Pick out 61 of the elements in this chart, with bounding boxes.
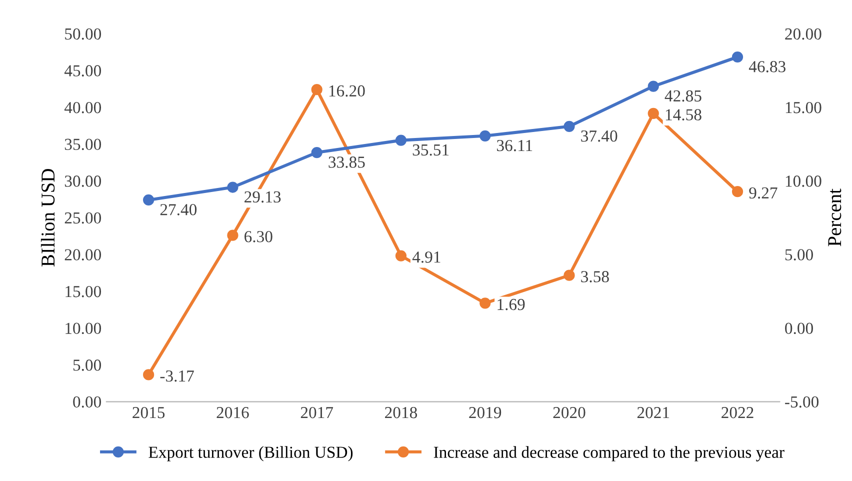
point	[143, 194, 154, 206]
point	[732, 51, 744, 63]
data-label: 6.30	[244, 231, 272, 242]
y-tick-label: 25.00	[64, 212, 102, 224]
point	[227, 182, 238, 193]
x-tick-label: 2021	[637, 406, 670, 418]
data-label: 16.20	[329, 85, 365, 97]
legend-label: Increase and decrease compared to the previous year	[434, 446, 784, 462]
x-tick-label: 2015	[132, 406, 165, 418]
point	[395, 134, 407, 146]
y-tick-label: 20.00	[64, 249, 102, 260]
legend-label: Export turnover (Billion USD)	[148, 446, 353, 462]
x-tick-label: 2016	[216, 406, 249, 418]
x-tick-label: 2018	[385, 406, 418, 418]
data-label: -3.17	[160, 370, 194, 382]
y2-tick-label: 20.00	[785, 28, 822, 40]
point	[564, 270, 575, 281]
point	[395, 250, 407, 262]
data-label: 42.85	[664, 90, 702, 102]
y2-tick-label: -5.00	[785, 396, 819, 408]
point	[311, 146, 322, 158]
point	[648, 108, 659, 119]
data-label: 3.58	[581, 271, 609, 282]
data-label: 36.11	[497, 140, 532, 152]
y-tick-label: 0.00	[73, 396, 102, 408]
data-label: 33.85	[328, 156, 365, 168]
x-tick-label: 2020	[553, 406, 586, 418]
data-label: 29.13	[244, 191, 281, 203]
data-label: 27.40	[160, 204, 197, 216]
data-label: 9.27	[749, 187, 778, 199]
y2-tick-label: 10.00	[786, 176, 822, 187]
x-tick-label: 2017	[300, 406, 334, 418]
y-tick-label: 30.00	[64, 176, 102, 187]
point	[143, 369, 154, 380]
y2-tick-label: 5.00	[785, 249, 813, 260]
point	[564, 120, 575, 132]
y2-axis-title: Percent	[828, 188, 842, 246]
y-tick-label: 5.00	[73, 360, 102, 371]
data-label: 35.51	[412, 144, 449, 156]
y-tick-label: 40.00	[64, 102, 102, 114]
x-tick-label: 2019	[469, 406, 502, 418]
data-label: 14.58	[666, 109, 702, 120]
data-label: 4.91	[412, 252, 440, 263]
y-tick-label: 10.00	[66, 322, 102, 334]
x-tick-label: 2022	[722, 406, 754, 418]
point	[648, 80, 659, 92]
point	[732, 186, 744, 198]
data-label: 1.69	[498, 298, 525, 310]
point	[480, 130, 491, 142]
point	[227, 230, 238, 241]
y-tick-label: 45.00	[64, 65, 102, 76]
point	[311, 84, 322, 96]
data-label: 37.40	[581, 130, 618, 142]
y2-tick-label: 0.00	[785, 322, 813, 334]
data-label: 46.83	[748, 61, 786, 72]
y-axis-title: BIllion USD	[40, 169, 55, 267]
y-tick-label: 15.00	[66, 286, 102, 298]
point	[480, 298, 491, 309]
y2-tick-label: 15.00	[786, 102, 822, 114]
y-tick-label: 35.00	[64, 138, 102, 150]
y-tick-label: 50.00	[65, 28, 102, 40]
